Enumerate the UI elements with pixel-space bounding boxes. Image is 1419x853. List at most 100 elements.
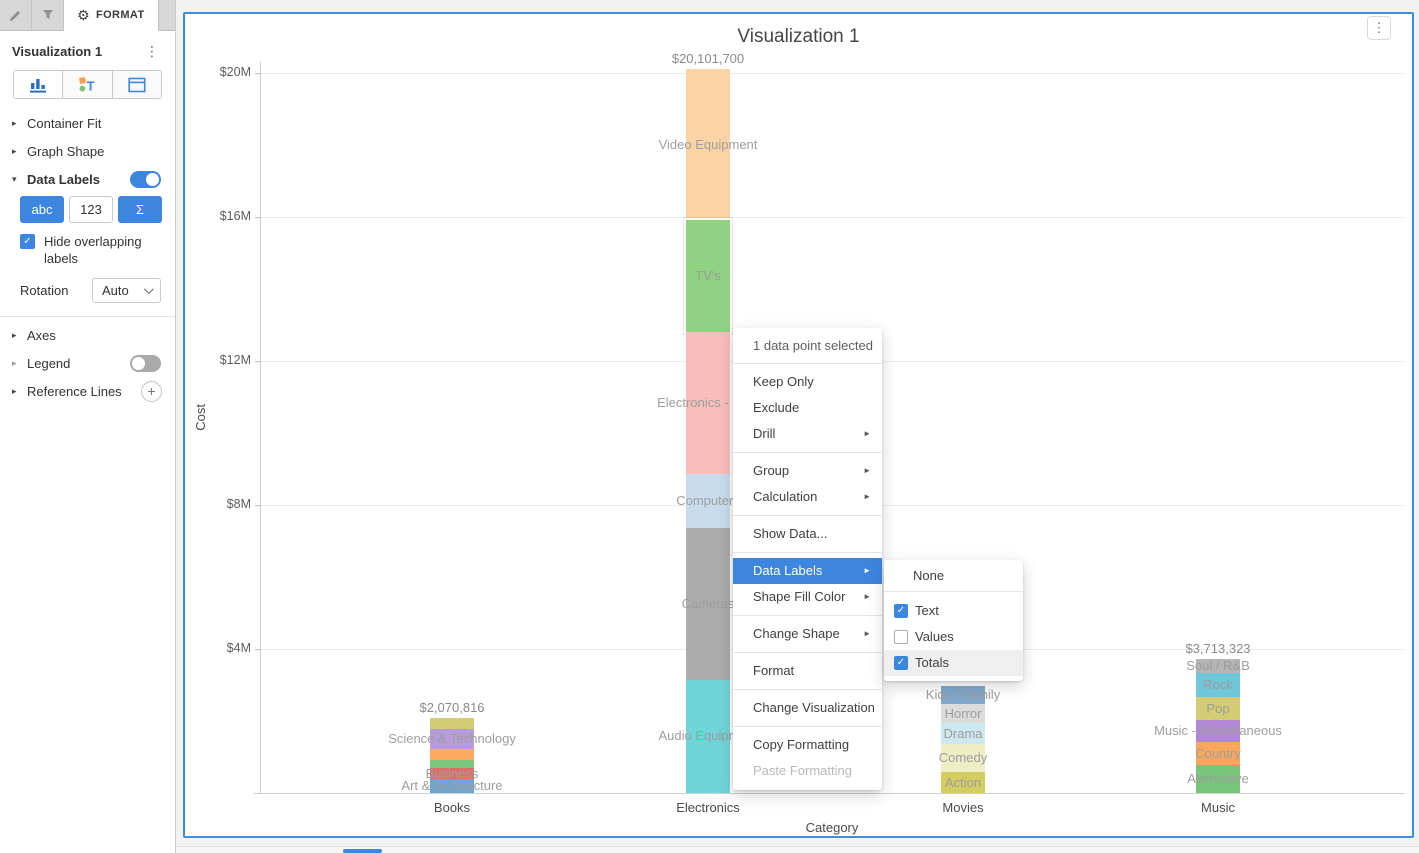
checkbox-checked-icon[interactable]: ✓ (894, 656, 908, 670)
gear-icon: ⚙ (77, 7, 90, 23)
menu-item-copy-formatting[interactable]: Copy Formatting (733, 732, 882, 758)
bar-segment-books-unlabeled[interactable] (430, 749, 474, 761)
viz-type-bar-button[interactable] (14, 71, 64, 98)
menu-item-label: Show Data... (753, 526, 828, 541)
submenu-item-values[interactable]: Values (884, 624, 1023, 650)
bar-segment-movies-horror[interactable] (941, 704, 985, 724)
bar-segment-electronics-computers[interactable] (686, 474, 730, 529)
data-labels-toggle[interactable] (130, 170, 161, 188)
sidebar-item-data-labels[interactable]: ▾ Data Labels (0, 165, 175, 193)
data-labels-label: Data Labels (27, 171, 100, 187)
y-axis-tick-label: $4M (226, 641, 251, 655)
tab-edit[interactable] (0, 0, 32, 30)
bar-segment-books-unlabeled[interactable] (430, 760, 474, 769)
menu-item-exclude[interactable]: Exclude (733, 395, 882, 421)
toggle-knob (132, 356, 145, 370)
y-axis-title: Cost (193, 404, 208, 431)
bar-segment-movies-drama[interactable] (941, 723, 985, 745)
menu-item-label: Calculation (753, 489, 818, 504)
label-text-button[interactable]: abc (20, 196, 64, 223)
gridline (260, 73, 1404, 74)
chevron-right-icon: ▸ (12, 145, 17, 156)
bar-segment-electronics-electronics-misc[interactable] (686, 331, 730, 475)
sidebar-panel-title: Visualization 1 (12, 44, 103, 59)
legend-toggle[interactable] (130, 354, 161, 372)
submenu-arrow-icon: ► (863, 566, 871, 575)
bar-total-label: $3,713,323 (1185, 641, 1251, 657)
viz-type-container-button[interactable] (112, 71, 161, 98)
legend-label: Legend (27, 355, 71, 371)
checkbox-checked-icon[interactable]: ✓ (20, 234, 35, 249)
sidebar-item-axes[interactable]: ▸ Axes (0, 321, 175, 349)
menu-item-label: Copy Formatting (753, 737, 850, 752)
menu-item-change-visualization[interactable]: Change Visualization (733, 695, 882, 721)
chevron-right-icon: ▸ (12, 357, 17, 368)
graph-shape-label: Graph Shape (27, 143, 105, 159)
sidebar-item-legend[interactable]: ▸ Legend (0, 349, 175, 377)
menu-item-format[interactable]: Format (733, 658, 882, 684)
bar-segment-music-country[interactable] (1196, 742, 1240, 766)
bar-segment-movies-comedy[interactable] (941, 744, 985, 773)
tab-format[interactable]: ⚙ FORMAT (64, 0, 159, 31)
bar-segment-music-alternative[interactable] (1196, 765, 1240, 793)
bar-segment-electronics-cameras[interactable] (686, 528, 730, 680)
bar-total-label: $2,070,816 (419, 700, 485, 716)
panel-head: Visualization 1 ⋮ (0, 31, 175, 66)
pencil-icon (10, 10, 20, 21)
menu-item-change-shape[interactable]: Change Shape ► (733, 621, 882, 647)
bar-segment-music-soul-r-b[interactable] (1196, 659, 1240, 673)
sidebar-item-reference-lines[interactable]: ▸ Reference Lines + (0, 377, 175, 405)
chevron-right-icon: ▸ (12, 329, 17, 340)
chart-options-button[interactable]: ⋮ (1367, 16, 1391, 40)
bar-segment-electronics-tv-s[interactable] (684, 218, 732, 334)
menu-item-data-labels[interactable]: Data Labels ► (733, 558, 882, 584)
viz-type-text-button[interactable]: T (63, 71, 113, 98)
bar-segment-music-rock[interactable] (1196, 672, 1240, 698)
x-axis-title: Category (805, 820, 859, 835)
menu-item-drill[interactable]: Drill ► (733, 421, 882, 447)
chevron-down-icon: ▾ (12, 173, 17, 184)
scrollbar-thumb[interactable] (343, 849, 382, 853)
bar-segment-electronics-video-equipment[interactable] (686, 69, 730, 221)
hide-overlapping-labels-option[interactable]: ✓ Hide overlapping labels (20, 233, 163, 267)
bar-segment-music-music-miscellaneous[interactable] (1196, 720, 1240, 743)
x-axis-category-electronics: Electronics (676, 800, 740, 815)
menu-item-shape-fill-color[interactable]: Shape Fill Color ► (733, 584, 882, 610)
bar-segment-books-art-architecture[interactable] (430, 778, 474, 793)
bar-segment-movies-kids-family[interactable] (941, 686, 985, 705)
menu-item-group[interactable]: Group ► (733, 458, 882, 484)
y-axis-line (260, 62, 261, 793)
bar-segment-movies-action[interactable] (941, 772, 985, 793)
menu-item-label: Format (753, 663, 795, 678)
bar-segment-books-science-technology[interactable] (430, 728, 474, 750)
bar-segment-books-unlabeled[interactable] (430, 718, 474, 729)
rotation-select[interactable]: Auto (92, 278, 161, 303)
sidebar-item-container-fit[interactable]: ▸ Container Fit (0, 109, 175, 137)
sidebar-divider (0, 316, 175, 317)
format-sidebar: ⚙ FORMAT Visualization 1 ⋮ T (0, 0, 176, 853)
bar-segment-music-pop[interactable] (1196, 697, 1240, 721)
checkbox-checked-icon[interactable]: ✓ (894, 604, 908, 618)
submenu-item-totals[interactable]: ✓ Totals (884, 650, 1023, 676)
menu-item-label: Group (753, 463, 790, 478)
panel-options-icon[interactable]: ⋮ (145, 43, 159, 59)
menu-item-calculation[interactable]: Calculation ► (733, 484, 882, 510)
label-values-button[interactable]: 123 (69, 196, 113, 223)
submenu-item-none[interactable]: None (913, 568, 945, 583)
tab-filter[interactable] (32, 0, 64, 30)
submenu-item-text[interactable]: ✓ Text (884, 598, 1023, 624)
menu-item-show-data[interactable]: Show Data... (733, 521, 882, 547)
add-reference-line-button[interactable]: + (141, 380, 162, 402)
menu-item-keep-only[interactable]: Keep Only (733, 369, 882, 395)
checkbox-unchecked-icon[interactable] (894, 630, 908, 644)
format-tab-label: FORMAT (95, 9, 145, 21)
x-axis-category-books: Books (433, 800, 471, 815)
menu-divider (733, 689, 882, 690)
menu-divider (733, 615, 882, 616)
bar-chart-icon (30, 79, 47, 93)
sidebar-item-graph-shape[interactable]: ▸ Graph Shape (0, 137, 175, 165)
bar-segment-books-business[interactable] (430, 768, 474, 779)
context-menu: 1 data point selected Keep Only Exclude Dr… (733, 328, 882, 790)
label-totals-button[interactable]: Σ (118, 196, 162, 223)
bar-segment-electronics-audio-equipment[interactable] (686, 679, 730, 793)
